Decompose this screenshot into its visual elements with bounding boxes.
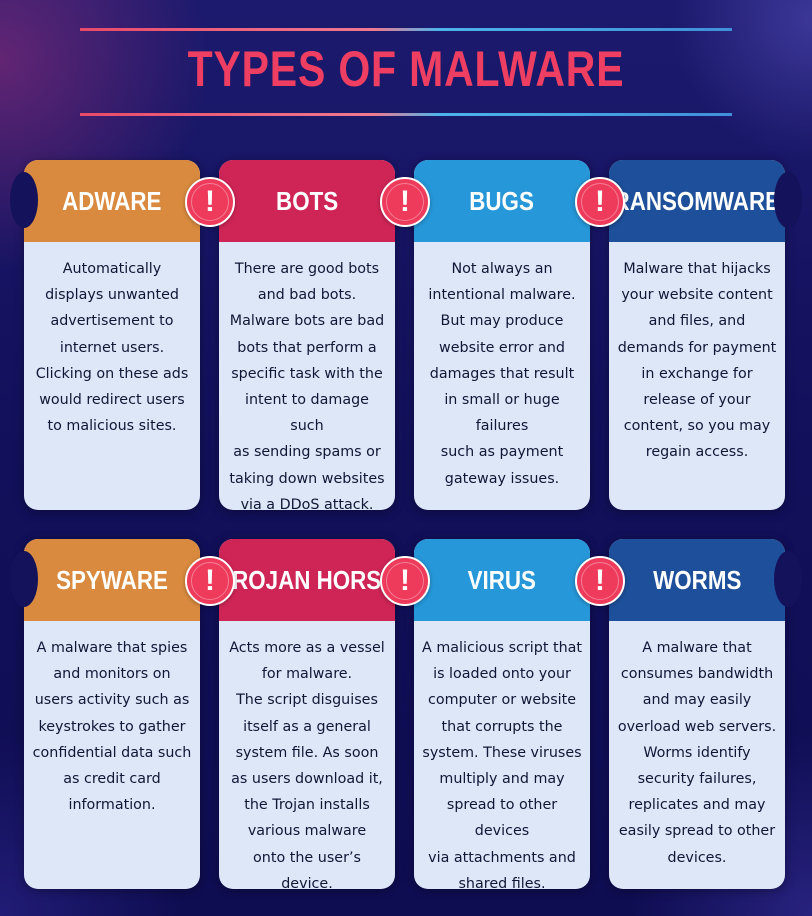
card-title: TROJAN HORSE bbox=[219, 564, 395, 595]
card-description: Acts more as a vessel for malware. The s… bbox=[229, 640, 385, 889]
card-title: WORMS bbox=[652, 564, 742, 595]
card-description: Not always an intentional malware. But m… bbox=[428, 261, 576, 487]
card-bugs: BUGS Not always an intentional malware. … bbox=[414, 160, 590, 510]
title-bottom-rule bbox=[80, 113, 732, 116]
card-notch bbox=[774, 551, 802, 607]
card-notch bbox=[774, 172, 802, 228]
card-notch bbox=[10, 551, 38, 607]
card-header: SPYWARE bbox=[24, 539, 200, 621]
card-header: WORMS bbox=[609, 539, 785, 621]
card-header: VIRUS bbox=[414, 539, 590, 621]
page-title: TYPES OF MALWARE bbox=[187, 41, 625, 97]
card-description: A malicious script that is loaded onto y… bbox=[422, 640, 583, 889]
card-title: BUGS bbox=[469, 185, 535, 216]
card-title: SPYWARE bbox=[56, 564, 168, 595]
card-header: ADWARE bbox=[24, 160, 200, 242]
card-header: BOTS bbox=[219, 160, 395, 242]
exclamation-icon: ! bbox=[380, 177, 430, 227]
card-title: VIRUS bbox=[467, 564, 537, 595]
card-header: TROJAN HORSE bbox=[219, 539, 395, 621]
exclamation-icon: ! bbox=[185, 556, 235, 606]
card-title: BOTS bbox=[275, 185, 339, 216]
card-header: BUGS bbox=[414, 160, 590, 242]
card-description: A malware that consumes bandwidth and ma… bbox=[617, 640, 777, 866]
card-spyware: SPYWARE A malware that spies and monitor… bbox=[24, 539, 200, 889]
card-notch bbox=[10, 172, 38, 228]
title-top-rule bbox=[80, 28, 732, 31]
card-trojan-horse: TROJAN HORSE Acts more as a vessel for m… bbox=[219, 539, 395, 889]
card-title: ADWARE bbox=[62, 185, 162, 216]
exclamation-icon: ! bbox=[380, 556, 430, 606]
card-description: Malware that hijacks your website conten… bbox=[617, 261, 777, 461]
exclamation-icon: ! bbox=[575, 556, 625, 606]
card-ransomware: RANSOMWARE Malware that hijacks your web… bbox=[609, 160, 785, 510]
card-worms: WORMS A malware that consumes bandwidth … bbox=[609, 539, 785, 889]
card-virus: VIRUS A malicious script that is loaded … bbox=[414, 539, 590, 889]
exclamation-icon: ! bbox=[575, 177, 625, 227]
exclamation-icon: ! bbox=[185, 177, 235, 227]
card-adware: ADWARE Automatically displays unwanted a… bbox=[24, 160, 200, 510]
card-description: There are good bots and bad bots. Malwar… bbox=[229, 261, 385, 510]
card-bots: BOTS There are good bots and bad bots. M… bbox=[219, 160, 395, 510]
card-description: Automatically displays unwanted advertis… bbox=[35, 261, 189, 435]
card-title: RANSOMWARE bbox=[613, 185, 781, 216]
card-header: RANSOMWARE bbox=[609, 160, 785, 242]
card-description: A malware that spies and monitors on use… bbox=[32, 640, 192, 814]
